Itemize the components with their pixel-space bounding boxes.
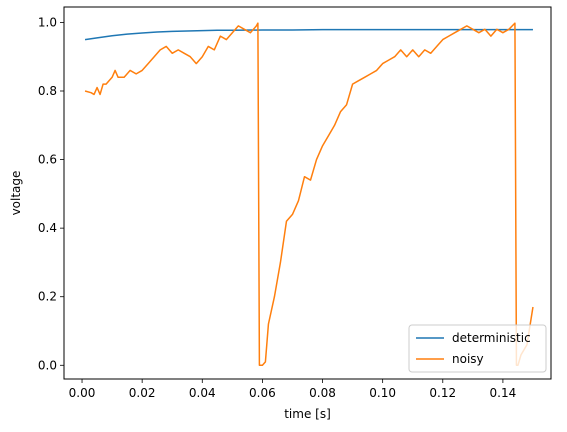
y-tick-label: 0.0 [38,358,57,372]
x-tick-label: 0.00 [69,386,96,400]
x-axis-label: time [s] [284,407,331,421]
y-tick-label: 0.2 [38,290,57,304]
x-tick-label: 0.04 [189,386,216,400]
series-line-noisy [84,22,534,367]
y-axis-label: voltage [9,171,23,216]
legend-box [408,324,547,373]
x-tick-label: 0.14 [490,386,517,400]
y-tick-label: 1.0 [38,15,57,29]
x-tick-label: 0.06 [249,386,276,400]
x-tick-label: 0.10 [369,386,396,400]
x-tick-label: 0.12 [429,386,456,400]
y-tick-label: 0.8 [38,84,57,98]
y-axis-ticks: 0.0 0.2 0.4 0.6 0.8 1.0 [38,15,64,372]
series-line-deterministic [84,28,533,41]
legend-label-deterministic: deterministic [452,331,531,345]
x-axis-ticks: 0.00 0.02 0.04 0.06 0.08 0.10 0.12 0.14 [69,379,517,400]
axes-frame [63,6,552,380]
legend-label-noisy: noisy [452,352,484,366]
x-tick-label: 0.02 [129,386,156,400]
y-tick-label: 0.6 [38,153,57,167]
series-layer [84,22,534,367]
legend: deterministic noisy [408,324,547,373]
y-tick-label: 0.4 [38,221,57,235]
x-tick-label: 0.08 [309,386,336,400]
